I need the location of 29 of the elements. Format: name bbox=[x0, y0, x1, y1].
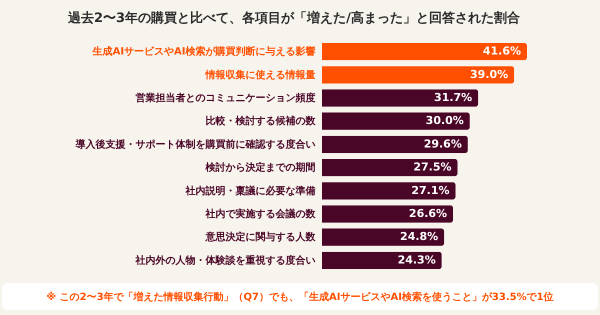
data-label: 24.3% bbox=[398, 253, 436, 266]
y-tick-label: 社内説明・稟議に必要な準備 bbox=[184, 184, 316, 197]
data-label: 24.8% bbox=[400, 230, 438, 244]
text: ※ この2〜3年で「増えた情報収集行動」（Q7）でも、「生成AIサービスやAI検索を使うこと」が33.5%で1位 bbox=[46, 291, 554, 303]
bar bbox=[322, 112, 470, 130]
data-label: 31.7% bbox=[434, 91, 472, 104]
bar bbox=[322, 158, 458, 176]
y-tick-label: 導入後支援・サポート体制を購買前に確認する度合い bbox=[74, 138, 316, 150]
bar bbox=[322, 66, 514, 84]
y-tick-label: 社内外の人物・体験談を重視する度合い bbox=[134, 254, 316, 266]
y-tick-label: 比較・検討する候補の数 bbox=[206, 115, 316, 128]
y-tick-label: 営業担当者とのコミュニケーション頻度 bbox=[136, 92, 316, 104]
data-label: 41.6% bbox=[482, 44, 521, 58]
bar bbox=[322, 42, 527, 60]
y-tick-label: 検討から決定までの期間 bbox=[204, 162, 316, 174]
data-label: 39.0% bbox=[470, 68, 508, 81]
data-label: 30.0% bbox=[426, 114, 464, 128]
bar bbox=[322, 89, 478, 107]
data-label: 29.6% bbox=[424, 137, 462, 150]
data-label: 26.6% bbox=[408, 207, 448, 220]
y-tick-label: 社内で実施する会議の数 bbox=[204, 208, 316, 220]
y-tick-label: 生成AIサービスやAI検索が購買判断に与える影響 bbox=[92, 46, 316, 58]
bar bbox=[322, 182, 456, 200]
data-label: 27.5% bbox=[413, 160, 452, 174]
chart-title: 過去2〜3年の購買と比べて、各項目が「増えた/高まった」と回答された割合 bbox=[67, 10, 520, 26]
y-tick-label: 情報収集に使える情報量 bbox=[204, 68, 316, 81]
data-label: 27.1% bbox=[411, 184, 450, 197]
y-tick-label: 意思決定に関与する人数 bbox=[204, 231, 316, 244]
bar bbox=[322, 136, 468, 154]
